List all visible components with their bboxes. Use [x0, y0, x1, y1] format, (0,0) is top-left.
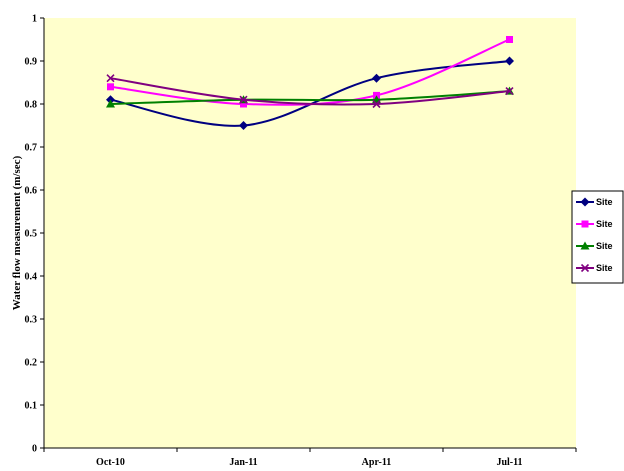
legend-label: Site — [596, 263, 613, 273]
data-point — [505, 56, 514, 66]
y-tick-label: 1 — [32, 14, 37, 25]
data-point — [506, 36, 513, 43]
legend-label: Site — [596, 219, 613, 229]
legend-item: Site — [576, 263, 613, 273]
legend-marker — [580, 197, 590, 207]
x-tick-label: Jan-11 — [229, 457, 257, 468]
data-point — [505, 87, 514, 96]
data-point — [239, 121, 248, 130]
axes: 0 0.1 0.2 0.3 0.4 0.5 0.6 0.7 0.8 0.9 1 Oct-10 Jan-1… — [25, 14, 577, 468]
legend-marker — [580, 263, 590, 273]
y-tick-label: 0.5 — [25, 229, 38, 240]
data-point — [107, 83, 114, 91]
legend-marker — [580, 241, 590, 250]
y-tick-label: 0.4 — [25, 272, 38, 283]
x-tick-label: Oct-10 — [96, 457, 125, 468]
y-tick-label: 0.1 — [25, 401, 38, 412]
data-point — [106, 74, 115, 83]
series-layer — [106, 36, 514, 130]
legend-label: Site — [596, 197, 613, 207]
y-tick-label: 0.2 — [25, 358, 38, 369]
legend-item: Site — [576, 197, 613, 207]
y-tick-label: 0 — [32, 444, 37, 455]
series-line — [110, 90, 510, 105]
x-tick-label: Apr-11 — [362, 457, 392, 468]
y-tick-label: 0.7 — [25, 143, 38, 154]
y-axis-title: Water flow measurement (m/sec) — [11, 155, 23, 310]
data-point — [106, 99, 115, 108]
legend-marker — [581, 220, 589, 228]
y-tick-label: 0.9 — [25, 57, 38, 68]
data-point — [372, 99, 381, 109]
legend: Site Site Site Site — [571, 190, 624, 284]
plot-area — [44, 18, 576, 448]
data-point — [240, 100, 247, 108]
y-tick-label: 0.3 — [25, 315, 38, 326]
legend-item: Site — [576, 241, 613, 251]
legend-item: Site — [576, 219, 613, 229]
series-line — [110, 77, 510, 106]
y-tick-label: 0.6 — [25, 186, 38, 197]
legend-label: Site — [596, 241, 613, 251]
data-point — [372, 73, 381, 83]
x-tick-label: Jul-11 — [496, 457, 522, 468]
y-tick-label: 0.8 — [25, 100, 38, 111]
data-point — [239, 95, 248, 104]
series-4 — [106, 74, 514, 109]
